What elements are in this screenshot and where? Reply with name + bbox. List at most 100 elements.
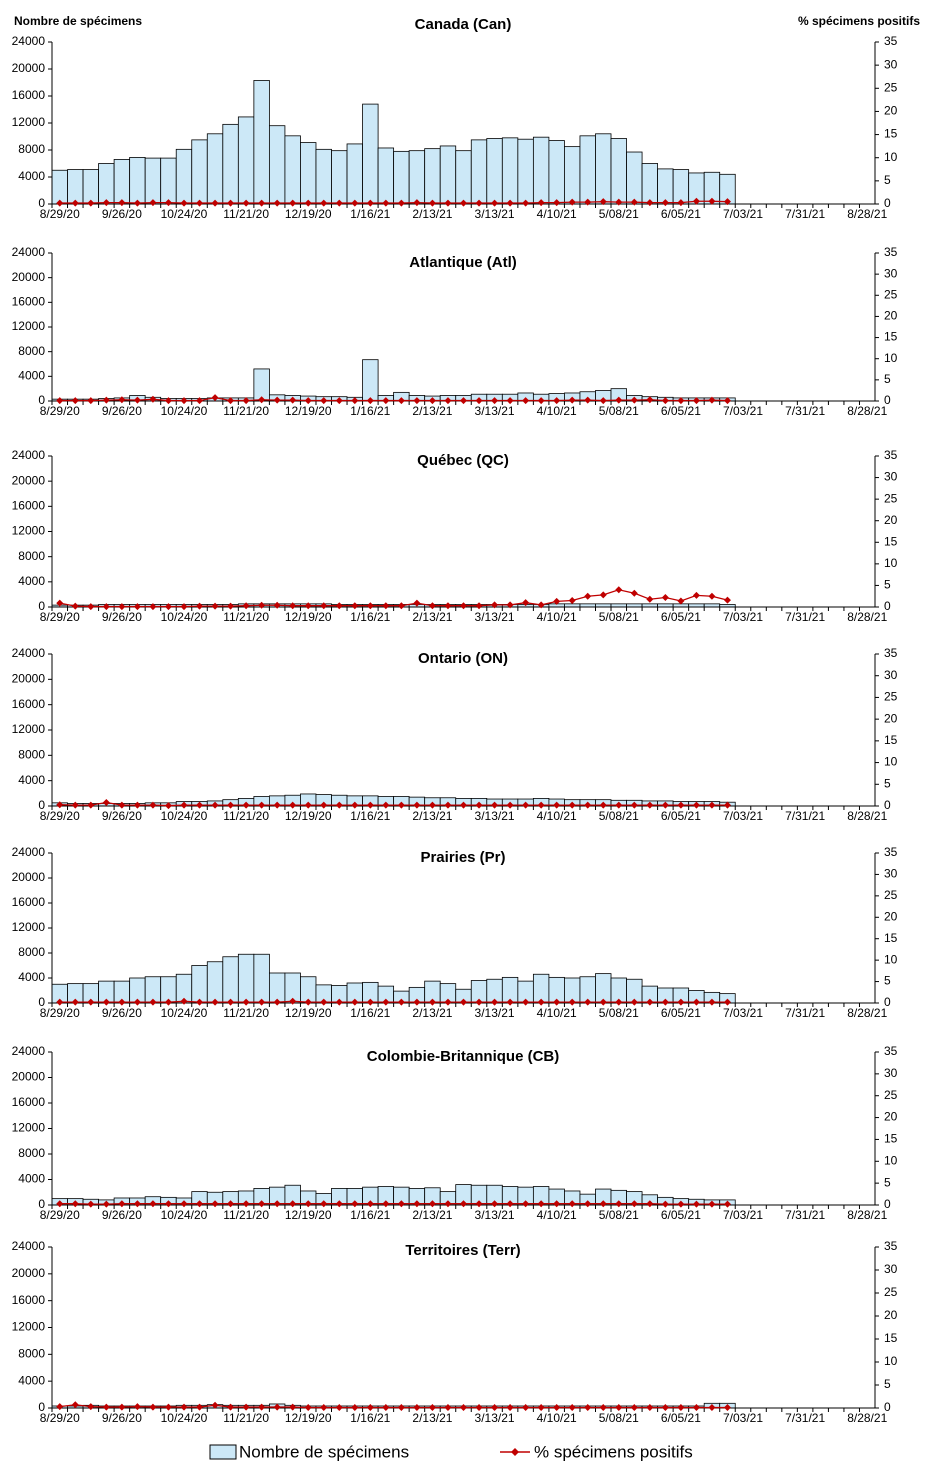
panel-title: Colombie-Britannique (CB) <box>367 1048 560 1065</box>
bar <box>206 961 224 1004</box>
line-marker <box>615 586 623 594</box>
line-marker <box>677 1200 685 1208</box>
y2-tick-label: 5 <box>884 776 891 790</box>
legend-marker <box>511 1448 519 1456</box>
y-tick-label: 20000 <box>12 672 46 686</box>
x-tick-label: 2/13/21 <box>412 404 452 418</box>
x-tick-label: 11/21/20 <box>223 1208 269 1222</box>
line-marker <box>444 1404 452 1412</box>
line-marker <box>382 998 390 1006</box>
legend: Nombre de spécimens % spécimens positifs <box>209 1442 693 1461</box>
line-marker <box>320 602 328 610</box>
x-tick-label: 12/19/20 <box>285 1208 332 1222</box>
line-marker <box>320 1200 328 1208</box>
line-marker <box>553 199 561 207</box>
x-tick-label: 5/08/21 <box>599 1208 639 1222</box>
y-tick-label: 24000 <box>12 1239 46 1253</box>
x-tick-label: 8/28/21 <box>847 809 887 823</box>
line-marker <box>491 199 499 207</box>
x-tick-label: 9/26/20 <box>102 809 142 823</box>
x-tick-label: 5/08/21 <box>599 610 639 624</box>
line-marker <box>351 998 359 1006</box>
x-tick-label: 10/24/20 <box>161 1006 208 1020</box>
y2-tick-label: 5 <box>884 974 891 988</box>
x-tick-label: 8/29/20 <box>40 207 80 221</box>
line-marker <box>491 1200 499 1208</box>
line-marker <box>615 998 623 1006</box>
bar <box>206 133 224 205</box>
bar <box>222 123 239 205</box>
x-tick-label: 8/28/21 <box>847 1006 887 1020</box>
line-marker <box>102 603 110 611</box>
x-tick-label: 7/31/21 <box>785 207 825 221</box>
y2-tick-label: 20 <box>884 513 898 527</box>
line-marker <box>258 199 266 207</box>
y2-tick-label: 15 <box>884 1331 898 1345</box>
line-marker <box>227 1403 235 1411</box>
bar <box>237 953 255 1004</box>
y2-tick-label: 20 <box>884 309 898 323</box>
line-marker <box>118 998 126 1006</box>
panel-title: Ontario (ON) <box>418 650 508 667</box>
bar <box>113 159 131 205</box>
line-marker <box>366 602 374 610</box>
bar <box>610 138 627 205</box>
line-marker <box>289 997 297 1005</box>
line-marker <box>366 1404 374 1412</box>
y-tick-label: 16000 <box>12 697 46 711</box>
y-tick-label: 12000 <box>12 1320 46 1334</box>
line-marker <box>537 601 545 609</box>
y2-tick-label: 10 <box>884 952 898 966</box>
y2-tick-label: 0 <box>884 1197 891 1211</box>
line-marker <box>196 1200 204 1208</box>
line-marker <box>630 589 638 597</box>
x-tick-label: 2/13/21 <box>412 207 452 221</box>
line-marker <box>196 199 204 207</box>
x-tick-label: 12/19/20 <box>285 610 332 624</box>
y2-tick-label: 5 <box>884 372 891 386</box>
line-marker <box>118 801 126 809</box>
line-marker <box>491 998 499 1006</box>
line-marker <box>661 199 669 207</box>
line-marker <box>475 1404 483 1412</box>
line-marker <box>180 397 188 405</box>
line-marker <box>677 397 685 405</box>
line-marker <box>506 1404 514 1412</box>
line-marker <box>708 1404 716 1412</box>
line-marker <box>692 998 700 1006</box>
line-marker <box>584 198 592 206</box>
line-marker <box>366 1200 374 1208</box>
y2-tick-label: 35 <box>884 845 898 859</box>
x-tick-label: 12/19/20 <box>285 404 332 418</box>
line-marker <box>646 1404 654 1412</box>
line-marker <box>522 1200 530 1208</box>
line-marker <box>630 801 638 809</box>
line-marker <box>118 199 126 207</box>
x-tick-label: 5/08/21 <box>599 809 639 823</box>
line-marker <box>335 1200 343 1208</box>
line-marker <box>692 1404 700 1412</box>
line-marker <box>677 597 685 605</box>
line-marker <box>351 1200 359 1208</box>
line-marker <box>413 1404 421 1412</box>
x-tick-label: 9/26/20 <box>102 610 142 624</box>
line-marker <box>211 199 219 207</box>
bar <box>191 139 208 205</box>
bar <box>98 163 115 205</box>
line-marker <box>460 998 467 1006</box>
y-tick-label: 4000 <box>18 1172 45 1186</box>
line-marker <box>273 396 281 404</box>
line-marker <box>677 1404 685 1412</box>
line-marker <box>258 1403 266 1411</box>
line-marker <box>320 1404 328 1412</box>
line-marker <box>692 1200 700 1208</box>
line-marker <box>320 397 328 405</box>
line-marker <box>428 397 436 405</box>
y-tick-label: 24000 <box>12 448 46 462</box>
line-marker <box>599 198 607 206</box>
y2-tick-label: 5 <box>884 1175 891 1189</box>
y-tick-label: 8000 <box>18 142 45 156</box>
x-tick-label: 12/19/20 <box>285 207 332 221</box>
line-marker <box>351 199 359 207</box>
bar <box>377 147 395 205</box>
